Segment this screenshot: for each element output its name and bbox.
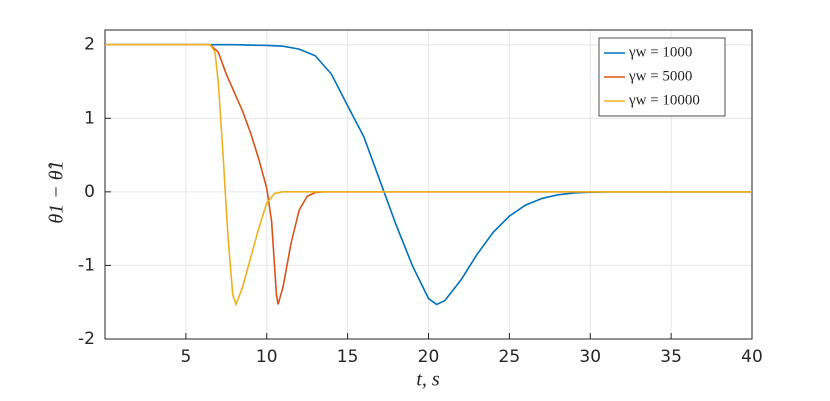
y-tick-label: 1 (84, 108, 95, 128)
x-tick-label: 30 (579, 347, 601, 367)
plot-frame (104, 29, 753, 340)
legend-label: γw = 10000 (628, 92, 700, 108)
line-series (105, 43, 752, 305)
legend-label: γw = 5000 (628, 68, 692, 84)
y-tick-label: 0 (84, 182, 95, 202)
x-axis-label: t, s (416, 369, 440, 391)
x-tick-label: 15 (337, 347, 359, 367)
line-series (105, 43, 752, 306)
y-tick-label: -2 (78, 329, 95, 349)
y-tick-label: 2 (84, 35, 95, 55)
y-tick-label: -1 (78, 255, 95, 275)
legend-label: γw = 1000 (628, 44, 692, 60)
x-tick-label: 10 (256, 347, 278, 367)
line-series (105, 43, 752, 307)
x-tick-label: 35 (660, 347, 682, 367)
x-tick-label: 40 (741, 347, 763, 367)
x-tick-label: 5 (180, 347, 191, 367)
y-axis-label: θ1 − θ̂1 (46, 160, 68, 223)
x-tick-label: 20 (418, 347, 440, 367)
x-tick-label: 25 (499, 347, 521, 367)
